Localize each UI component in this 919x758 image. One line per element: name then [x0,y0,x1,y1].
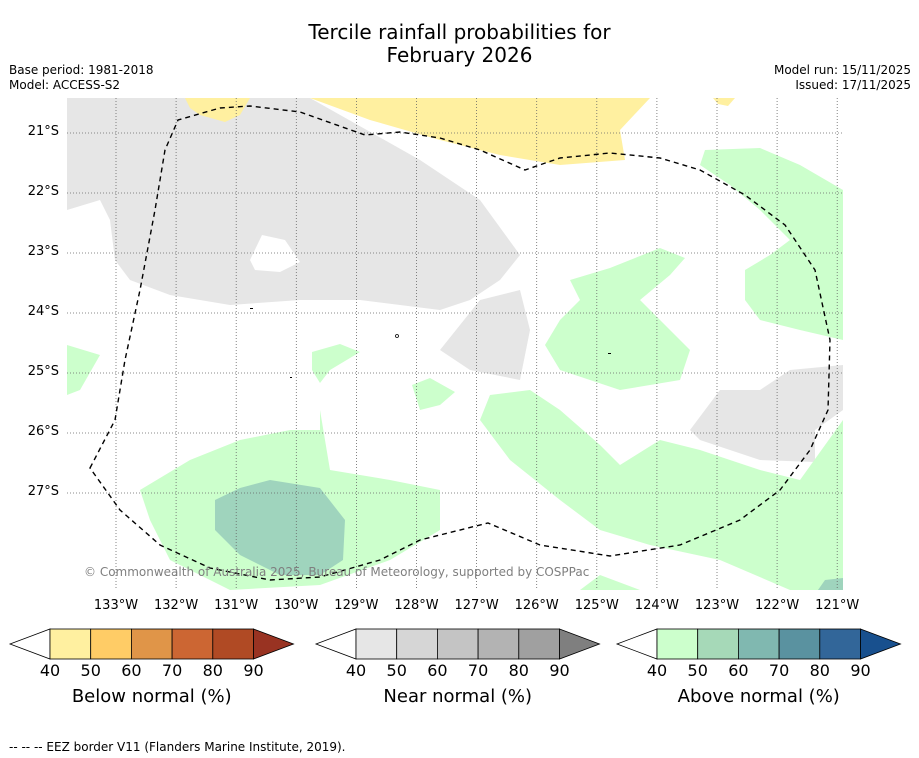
above-normal-50-region-southeast [818,578,843,590]
colorbars [8,628,902,660]
colorbar-title: Above normal (%) [677,686,840,707]
longitude-label: 130°W [274,598,319,613]
colorbar-segment [436,628,479,660]
colorbar-tick-label: 80 [508,661,529,680]
near-normal-region-east [690,365,843,462]
colorbar-segment [518,628,560,660]
longitude-label: 131°W [214,598,259,613]
colorbar-tick-label: 40 [345,661,367,680]
above-normal-region-mid [545,248,690,390]
colorbar-tick-label: 60 [121,661,142,680]
map-fields [67,98,843,590]
longitude-label: 123°W [694,598,740,613]
colorbar-segment [396,628,438,660]
above-normal-region-east [700,148,843,340]
colorbar-extend-high [253,628,295,660]
colorbar-tick-label: 70 [161,661,183,680]
colorbar-segment [656,628,699,660]
above-normal-region-south [480,390,843,590]
above-normal-region-small-1 [312,344,360,383]
near-normal-hole [250,235,300,272]
above-normal-50-region-southwest [215,480,345,575]
colorbar-extend-low [615,628,658,660]
colorbar-tick-label: 90 [850,661,871,680]
colorbar-tick-label: 60 [427,661,448,680]
colorbar [314,628,601,660]
colorbar-segment [778,628,821,660]
below-normal-region-northeast [713,98,735,106]
colorbar-tick-label: 90 [549,661,570,680]
colorbar-tick-label: 80 [202,661,223,680]
model-name: Model: ACCESS-S2 [9,78,121,92]
latitude-label: 27°S [27,484,59,499]
colorbar-segment [171,628,214,660]
colorbar [8,628,295,660]
longitude-label: 126°W [514,598,559,613]
colorbar-segment [212,628,254,660]
below-normal-region-northwest [185,98,250,122]
colorbar-segment [819,628,861,660]
longitude-label: 121°W [815,598,860,613]
marker-dot [395,334,399,338]
latitude-label: 25°S [27,364,59,379]
near-normal-region-north [67,98,520,310]
latitude-label: 26°S [27,424,59,439]
colorbar-tick-label: 60 [728,661,749,680]
colorbar-segment [738,628,780,660]
longitude-label: 125°W [574,598,619,613]
chart-title-line2: February 2026 [386,43,533,67]
colorbar-extend-high [559,628,601,660]
colorbar-tick-label: 70 [467,661,489,680]
colorbar-title: Below normal (%) [71,686,232,707]
colorbar-segment [355,628,398,660]
issued-date: Issued: 17/11/2025 [795,78,911,92]
colorbar-title: Near normal (%) [383,686,533,707]
longitude-label: 122°W [755,598,800,613]
above-normal-region-small-2 [412,378,455,410]
below-normal-region-north [310,98,650,165]
colorbar-tick-label: 40 [39,661,61,680]
eez-legend-note: -- -- -- EEZ border V11 (Flanders Marine… [9,740,346,754]
map-copyright: © Commonwealth of Australia 2025, Bureau… [84,565,590,579]
eez-border [89,105,831,581]
colorbar-tick-label: 40 [646,661,668,680]
colorbar-segment [49,628,92,660]
map-markers [250,308,611,378]
colorbar-extend-high [860,628,902,660]
above-normal-region-small-3 [580,575,640,590]
latitude-label: 22°S [27,184,59,199]
near-normal-region-centre [440,290,530,380]
longitude-label: 133°W [93,598,139,613]
colorbar-segment [90,628,132,660]
colorbar-tick-label: 70 [768,661,790,680]
colorbar-tick-label: 50 [386,661,407,680]
longitude-label: 127°W [454,598,499,613]
marker-dash [250,308,253,309]
colorbar [615,628,902,660]
latitude-label: 23°S [27,244,59,259]
colorbar-segment [477,628,520,660]
base-period: Base period: 1981-2018 [9,63,154,77]
latitude-label: 24°S [27,304,59,319]
marker-dash [290,377,292,378]
colorbar-segment [130,628,173,660]
colorbar-tick-label: 50 [687,661,708,680]
longitude-label: 124°W [634,598,679,613]
colorbar-tick-label: 90 [243,661,264,680]
longitude-label: 129°W [334,598,379,613]
marker-dash [608,353,611,354]
longitude-label: 132°W [154,598,199,613]
above-normal-region-west [67,345,100,395]
colorbar-extend-low [314,628,357,660]
colorbar-extend-low [8,628,51,660]
map-gridlines [67,98,843,590]
colorbar-segment [697,628,739,660]
colorbar-tick-label: 80 [809,661,830,680]
chart-title-line1: Tercile rainfall probabilities for [308,20,611,44]
latitude-label: 21°S [27,124,59,139]
model-run: Model run: 15/11/2025 [773,63,911,77]
colorbar-tick-label: 50 [80,661,101,680]
longitude-label: 128°W [394,598,439,613]
